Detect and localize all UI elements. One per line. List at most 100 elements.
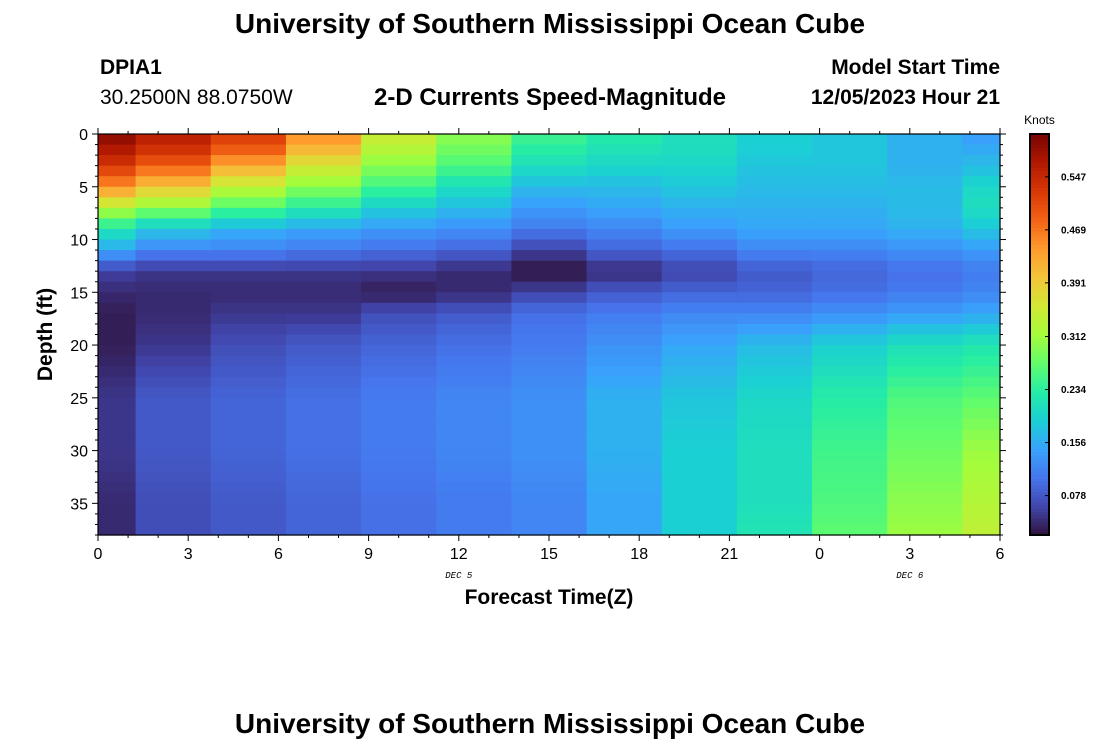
- heatmap-cell: [98, 165, 137, 177]
- heatmap-cell: [210, 408, 287, 420]
- heatmap-cell: [361, 366, 437, 378]
- heatmap-cell: [210, 397, 287, 409]
- heatmap-cell: [586, 292, 663, 304]
- heatmap-cell: [436, 387, 513, 399]
- heatmap-cell: [736, 408, 813, 420]
- heatmap-cell: [736, 260, 813, 272]
- colorbar-segment: [1030, 194, 1049, 199]
- heatmap-cell: [736, 302, 813, 314]
- colorbar-segment: [1030, 528, 1049, 533]
- heatmap-cell: [962, 186, 1001, 198]
- heatmap-cell: [285, 134, 362, 146]
- heatmap-cell: [135, 218, 212, 230]
- heatmap-cell: [285, 408, 362, 420]
- heatmap-cell: [135, 292, 212, 304]
- x-tick-label: 12: [450, 546, 468, 563]
- heatmap-cell: [436, 271, 513, 283]
- colorbar-segment: [1030, 177, 1049, 182]
- colorbar-segment: [1030, 267, 1049, 272]
- heatmap-cell: [98, 355, 137, 367]
- heatmap-cell: [361, 471, 437, 483]
- y-axis-title: Depth (ft): [34, 288, 57, 381]
- colorbar-tick-label: 0.078: [1061, 491, 1086, 502]
- colorbar-segment: [1030, 461, 1049, 466]
- heatmap-cell: [887, 387, 964, 399]
- heatmap-cell: [361, 408, 437, 420]
- heatmap-cell: [511, 228, 588, 241]
- heatmap-cell: [736, 471, 813, 483]
- heatmap-cell: [135, 513, 212, 526]
- heatmap-cell: [661, 155, 738, 167]
- heatmap-cell: [511, 408, 588, 420]
- heatmap-cell: [361, 450, 437, 462]
- x-axis-title: Forecast Time(Z): [465, 586, 634, 609]
- heatmap-cell: [586, 302, 663, 314]
- heatmap-cell: [436, 228, 513, 241]
- colorbar-segment: [1030, 220, 1049, 225]
- heatmap-cell: [436, 239, 513, 251]
- heatmap-cell: [210, 450, 287, 462]
- heatmap-cell: [361, 323, 437, 336]
- heatmap-cell: [436, 429, 513, 441]
- colorbar-segment: [1030, 408, 1049, 412]
- heatmap-cell: [962, 450, 1001, 462]
- heatmap-cell: [736, 418, 813, 431]
- heatmap-cell: [436, 134, 513, 146]
- heatmap-cell: [661, 165, 738, 177]
- colorbar-segment: [1030, 140, 1049, 145]
- heatmap-cell: [210, 134, 287, 146]
- heatmap-cell: [661, 207, 738, 220]
- heatmap-cell: [135, 165, 212, 177]
- heatmap-cell: [887, 482, 964, 494]
- colorbar-segment: [1030, 438, 1049, 443]
- heatmap-cell: [887, 186, 964, 198]
- colorbar-segment: [1030, 341, 1049, 346]
- colorbar-segment: [1030, 374, 1049, 379]
- heatmap-cell: [887, 292, 964, 304]
- heatmap-cell: [436, 281, 513, 293]
- heatmap-cell: [586, 345, 663, 357]
- colorbar-segment: [1030, 200, 1049, 205]
- heatmap-cell: [98, 503, 137, 515]
- heatmap-cell: [98, 334, 137, 346]
- heatmap-cell: [511, 155, 588, 167]
- heatmap-cell: [511, 471, 588, 483]
- x-tick-label: 18: [630, 546, 648, 563]
- heatmap-cell: [812, 207, 888, 220]
- heatmap-cell: [285, 513, 362, 526]
- colorbar-segment: [1030, 384, 1049, 389]
- heatmap-cell: [436, 218, 513, 230]
- heatmap-cell: [586, 134, 663, 146]
- heatmap-cell: [436, 418, 513, 431]
- colorbar-segment: [1030, 247, 1049, 252]
- colorbar-segment: [1030, 414, 1049, 419]
- heatmap-cell: [98, 144, 137, 156]
- colorbar-segment: [1030, 224, 1049, 229]
- heatmap-cell: [661, 418, 738, 431]
- heatmap-cell: [962, 239, 1001, 251]
- heatmap-cell: [210, 323, 287, 336]
- colorbar-segment: [1030, 314, 1049, 319]
- heatmap-cell: [661, 144, 738, 156]
- colorbar-segment: [1030, 144, 1049, 148]
- heatmap-cell: [586, 313, 663, 325]
- heatmap-cell: [887, 165, 964, 177]
- colorbar-segment: [1030, 204, 1049, 209]
- heatmap-cell: [285, 197, 362, 209]
- heatmap-cell: [135, 471, 212, 483]
- heatmap-cell: [661, 355, 738, 367]
- heatmap-cell: [887, 429, 964, 441]
- heatmap-cell: [361, 503, 437, 515]
- heatmap-cell: [210, 482, 287, 494]
- heatmap-cell: [661, 503, 738, 515]
- heatmap-cell: [98, 250, 137, 262]
- heatmap-cell: [98, 345, 137, 357]
- heatmap-cell: [962, 387, 1001, 399]
- heatmap-cell: [135, 503, 212, 515]
- colorbar-title: Knots: [1024, 113, 1055, 127]
- colorbar-segment: [1030, 481, 1049, 486]
- heatmap-cell: [661, 260, 738, 272]
- colorbar-segment: [1030, 531, 1049, 536]
- heatmap-cell: [887, 503, 964, 515]
- colorbar-segment: [1030, 381, 1049, 386]
